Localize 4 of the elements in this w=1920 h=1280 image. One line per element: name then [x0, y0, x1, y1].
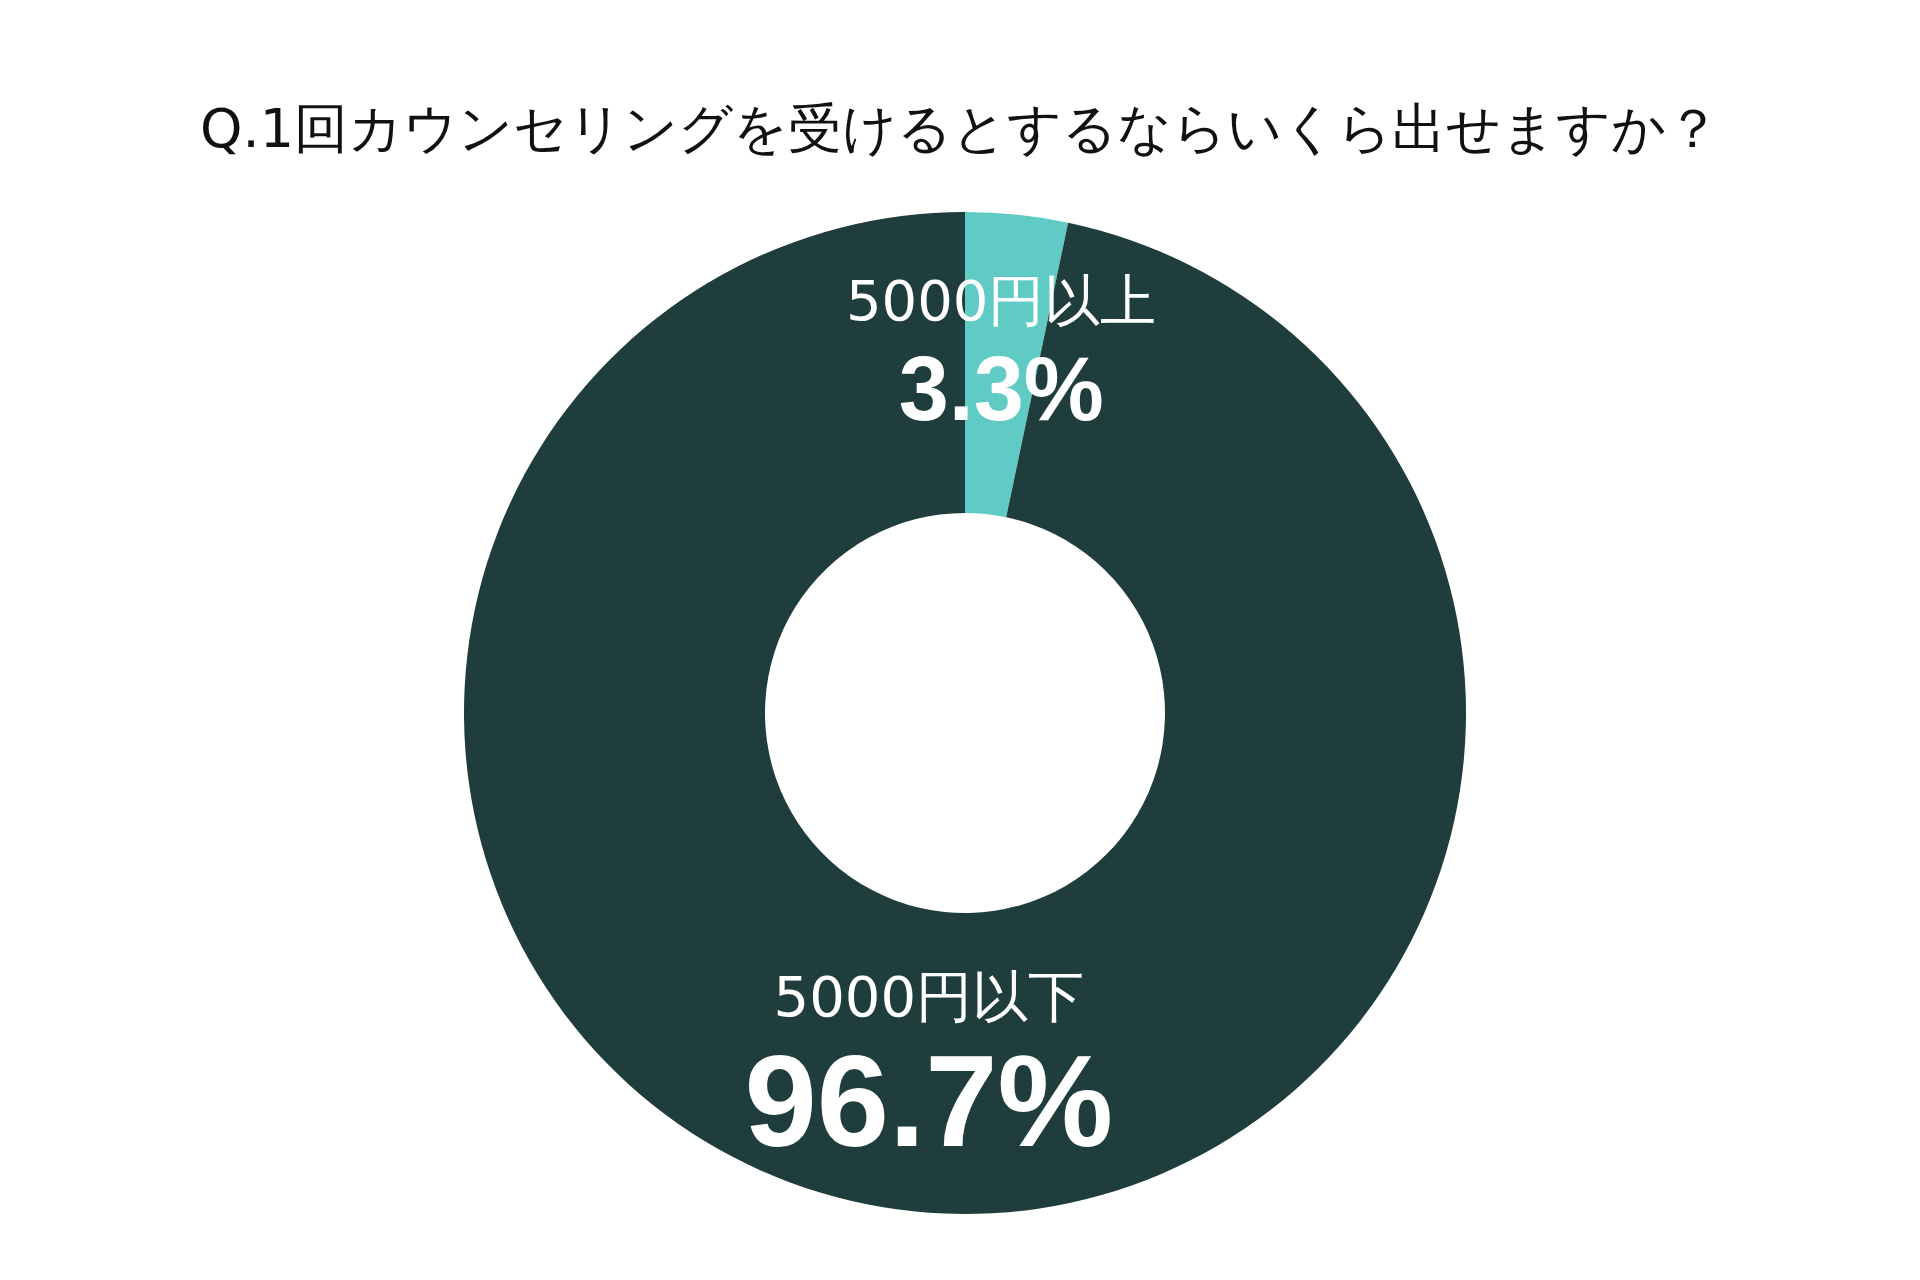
slice-label: 5000円以下: [773, 964, 1085, 1030]
chart-title: Q.1回カウンセリングを受けるとするならいくら出せますか？: [199, 96, 1721, 162]
donut-slice: [464, 212, 1466, 1214]
data-label: 96.7%: [744, 1028, 1114, 1175]
